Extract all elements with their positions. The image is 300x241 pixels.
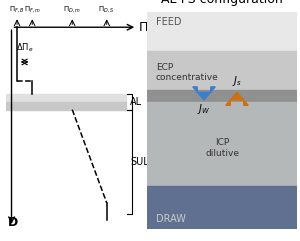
Text: D: D	[8, 216, 18, 229]
Bar	[147, 51, 297, 90]
Text: FEED: FEED	[156, 17, 182, 27]
Text: $\Delta\Pi_e$: $\Delta\Pi_e$	[16, 42, 33, 54]
Text: AL: AL	[130, 97, 142, 107]
FancyArrow shape	[226, 92, 248, 105]
Text: $J_s$: $J_s$	[232, 74, 242, 88]
Text: $\Pi$: $\Pi$	[139, 21, 149, 34]
Text: $\Pi_{D,S}$: $\Pi_{D,S}$	[98, 4, 115, 14]
Bar	[147, 90, 297, 102]
Bar	[147, 102, 297, 186]
Text: SUL: SUL	[130, 157, 149, 167]
Text: ICP
dilutive: ICP dilutive	[205, 138, 239, 158]
Text: $\Pi_{D,m}$: $\Pi_{D,m}$	[63, 4, 81, 14]
Text: DRAW: DRAW	[156, 214, 186, 224]
Bar	[6, 102, 126, 110]
Text: AL-FS configuration: AL-FS configuration	[161, 0, 283, 6]
Bar	[147, 186, 297, 229]
Text: $\Pi_{F,B}$: $\Pi_{F,B}$	[9, 4, 25, 14]
Bar	[6, 94, 126, 102]
FancyArrow shape	[193, 87, 215, 100]
Text: $J_W$: $J_W$	[197, 102, 211, 116]
Text: $\Pi_{F,m}$: $\Pi_{F,m}$	[24, 4, 41, 14]
Text: ECP
concentrative: ECP concentrative	[156, 63, 219, 82]
Bar	[147, 12, 297, 51]
